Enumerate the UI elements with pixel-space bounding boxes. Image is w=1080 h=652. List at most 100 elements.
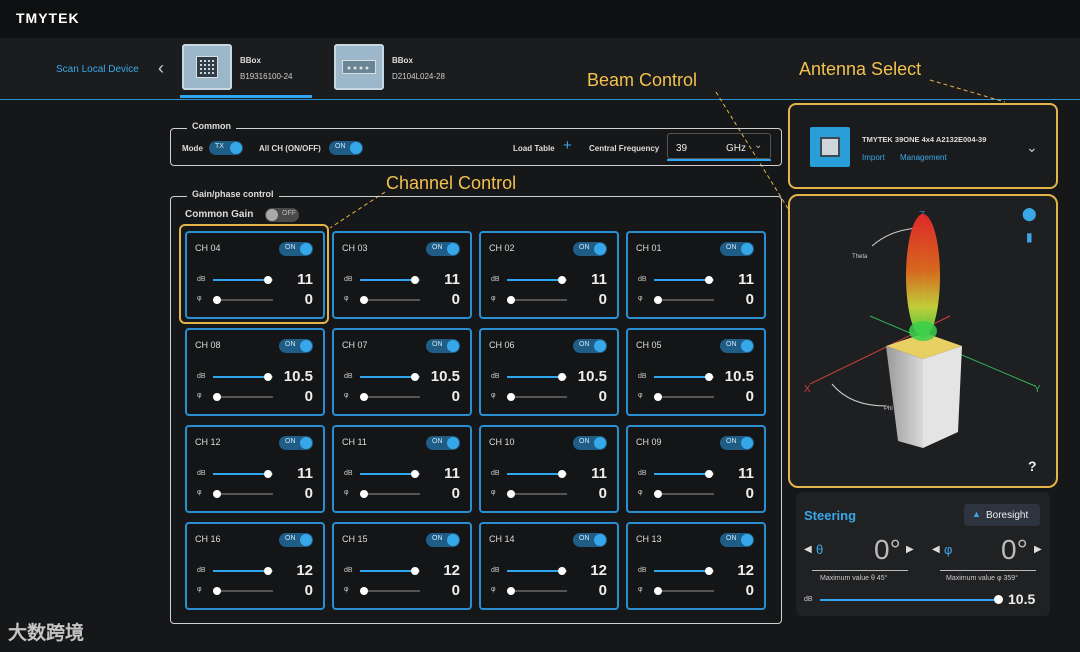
phi-value[interactable]: 0° [1001, 534, 1028, 565]
antenna-select-panel[interactable]: TMYTEK 39ONE 4x4 A2132E004-39 Import Man… [788, 103, 1058, 189]
channel-toggle[interactable]: ON [279, 533, 313, 547]
phase-slider[interactable] [507, 296, 567, 304]
boresight-button[interactable]: ▲ Boresight [964, 504, 1040, 526]
phase-slider-handle[interactable] [360, 296, 368, 304]
phase-slider[interactable] [654, 393, 714, 401]
gain-slider[interactable] [360, 276, 420, 284]
gain-slider[interactable] [654, 373, 714, 381]
chevron-down-icon[interactable]: ⌄ [1026, 139, 1038, 155]
channel-toggle[interactable]: ON [426, 339, 460, 353]
phase-slider[interactable] [360, 587, 420, 595]
phase-slider[interactable] [507, 393, 567, 401]
view-rotate-icon[interactable]: ⬤ [1022, 206, 1037, 221]
channel-card[interactable]: CH 02 ON dB 11 φ 0 [479, 231, 619, 319]
phase-slider-handle[interactable] [213, 587, 221, 595]
phase-slider[interactable] [654, 587, 714, 595]
gain-slider-handle[interactable] [411, 567, 419, 575]
channel-toggle[interactable]: ON [720, 242, 754, 256]
import-link[interactable]: Import [862, 153, 885, 162]
channel-toggle[interactable]: ON [573, 436, 607, 450]
phase-slider-handle[interactable] [213, 393, 221, 401]
channel-toggle[interactable]: ON [279, 339, 313, 353]
gain-slider[interactable] [213, 470, 273, 478]
channel-card[interactable]: CH 16 ON dB 12 φ 0 [185, 522, 325, 610]
phase-slider[interactable] [213, 587, 273, 595]
gain-slider-handle[interactable] [411, 373, 419, 381]
gain-slider[interactable] [360, 373, 420, 381]
theta-decrement-icon[interactable]: ◀ [804, 544, 812, 555]
phase-slider[interactable] [213, 490, 273, 498]
gain-slider-handle[interactable] [264, 276, 272, 284]
antenna-view-icon[interactable]: ▮ [1026, 230, 1033, 244]
plus-icon[interactable]: + [563, 137, 572, 154]
channel-card[interactable]: CH 07 ON dB 10.5 φ 0 [332, 328, 472, 416]
phase-slider[interactable] [507, 490, 567, 498]
gain-slider-handle[interactable] [264, 567, 272, 575]
gain-slider[interactable] [507, 470, 567, 478]
gain-slider-handle[interactable] [705, 373, 713, 381]
phase-slider[interactable] [654, 296, 714, 304]
channel-card[interactable]: CH 06 ON dB 10.5 φ 0 [479, 328, 619, 416]
channel-card[interactable]: CH 03 ON dB 11 φ 0 [332, 231, 472, 319]
phi-increment-icon[interactable]: ▶ [1034, 544, 1042, 555]
channel-card[interactable]: CH 12 ON dB 11 φ 0 [185, 425, 325, 513]
phase-slider-handle[interactable] [507, 393, 515, 401]
channel-toggle[interactable]: ON [279, 436, 313, 450]
theta-increment-icon[interactable]: ▶ [906, 544, 914, 555]
channel-card[interactable]: CH 01 ON dB 11 φ 0 [626, 231, 766, 319]
channel-toggle[interactable]: ON [426, 533, 460, 547]
gain-slider-handle[interactable] [705, 470, 713, 478]
phase-slider[interactable] [654, 490, 714, 498]
channel-card[interactable]: CH 05 ON dB 10.5 φ 0 [626, 328, 766, 416]
phase-slider-handle[interactable] [213, 296, 221, 304]
gain-slider-handle[interactable] [264, 470, 272, 478]
gain-slider-handle[interactable] [558, 567, 566, 575]
phase-slider[interactable] [360, 393, 420, 401]
common-gain-toggle[interactable]: OFF [265, 208, 299, 222]
phase-slider[interactable] [360, 490, 420, 498]
management-link[interactable]: Management [900, 153, 947, 162]
steering-db-slider-handle[interactable] [994, 595, 1003, 604]
phase-slider-handle[interactable] [654, 490, 662, 498]
gain-slider-handle[interactable] [264, 373, 272, 381]
gain-slider[interactable] [654, 567, 714, 575]
phase-slider-handle[interactable] [654, 393, 662, 401]
gain-slider-handle[interactable] [411, 470, 419, 478]
phase-slider[interactable] [213, 393, 273, 401]
gain-slider[interactable] [654, 276, 714, 284]
gain-slider-handle[interactable] [558, 470, 566, 478]
phase-slider[interactable] [360, 296, 420, 304]
gain-slider[interactable] [507, 567, 567, 575]
gain-slider[interactable] [213, 567, 273, 575]
chevron-left-icon[interactable]: ‹ [158, 58, 164, 78]
phase-slider-handle[interactable] [654, 296, 662, 304]
phase-slider[interactable] [507, 587, 567, 595]
phase-slider-handle[interactable] [360, 490, 368, 498]
frequency-select[interactable]: 39 GHz ⌄ [667, 133, 771, 159]
gain-slider-handle[interactable] [558, 373, 566, 381]
channel-toggle[interactable]: ON [573, 242, 607, 256]
gain-slider[interactable] [360, 470, 420, 478]
scan-local-device-link[interactable]: Scan Local Device [56, 64, 139, 75]
phase-slider-handle[interactable] [360, 393, 368, 401]
channel-toggle[interactable]: ON [426, 242, 460, 256]
channel-toggle[interactable]: ON [720, 533, 754, 547]
phase-slider-handle[interactable] [213, 490, 221, 498]
gain-slider[interactable] [360, 567, 420, 575]
channel-card[interactable]: CH 04 ON dB 11 φ 0 [185, 231, 325, 319]
gain-slider-handle[interactable] [705, 276, 713, 284]
gain-slider[interactable] [213, 276, 273, 284]
phase-slider-handle[interactable] [654, 587, 662, 595]
channel-card[interactable]: CH 15 ON dB 12 φ 0 [332, 522, 472, 610]
channel-toggle[interactable]: ON [279, 242, 313, 256]
phase-slider-handle[interactable] [360, 587, 368, 595]
phase-slider-handle[interactable] [507, 296, 515, 304]
help-icon[interactable]: ? [1028, 458, 1037, 474]
channel-toggle[interactable]: ON [573, 339, 607, 353]
channel-toggle[interactable]: ON [720, 436, 754, 450]
gain-slider[interactable] [507, 276, 567, 284]
steering-db-slider[interactable] [820, 599, 998, 601]
channel-card[interactable]: CH 13 ON dB 12 φ 0 [626, 522, 766, 610]
device-card[interactable]: BBox B19316100-24 [182, 42, 312, 98]
all-ch-toggle[interactable]: ON [329, 141, 363, 155]
